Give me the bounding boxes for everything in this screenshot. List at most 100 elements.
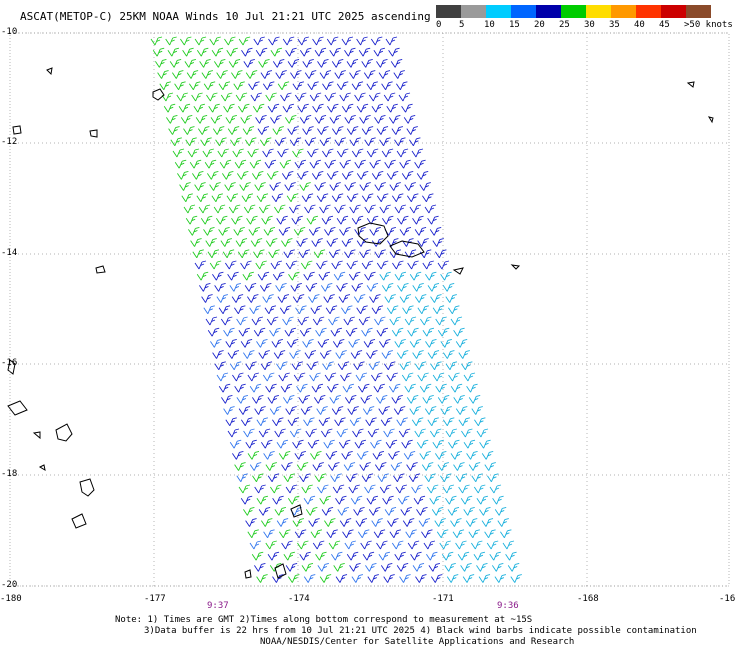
wind-barb	[505, 551, 517, 561]
wind-barb	[272, 58, 285, 68]
wind-barb	[205, 238, 217, 247]
wind-barb	[251, 316, 264, 326]
island-outline	[707, 116, 714, 124]
wind-barb	[330, 473, 342, 483]
wind-barb	[461, 361, 473, 371]
wind-barb	[270, 47, 283, 57]
wind-barb	[231, 215, 243, 225]
wind-barb	[401, 372, 414, 382]
wind-barb	[269, 406, 282, 415]
scale-swatch	[661, 5, 686, 18]
wind-barb	[240, 417, 253, 427]
wind-barb	[201, 294, 213, 303]
scale-label-20: 20	[534, 20, 545, 30]
wind-barb	[281, 238, 293, 247]
scale-label-40: 40	[634, 20, 645, 30]
wind-barb	[329, 394, 341, 404]
wind-barb	[224, 36, 236, 46]
wind-barb	[350, 495, 363, 505]
wind-barb	[378, 406, 390, 415]
wind-barb	[398, 428, 411, 438]
wind-barb	[399, 159, 411, 169]
wind-barb	[474, 417, 486, 427]
wind-barb	[374, 182, 386, 191]
wind-barb	[196, 271, 209, 281]
wind-barb	[442, 484, 455, 494]
wind-barb	[361, 58, 373, 68]
wind-barb	[185, 215, 198, 225]
wind-barb	[378, 70, 391, 79]
wind-barb	[481, 450, 494, 460]
wind-barb	[343, 462, 356, 471]
scale-swatch	[611, 5, 636, 18]
wind-barb	[398, 92, 411, 102]
note-line-1: Note: 1) Times are GMT 2)Times along bot…	[115, 615, 533, 625]
wind-barb	[317, 126, 329, 135]
wind-barb	[293, 226, 306, 236]
wind-barb	[448, 372, 460, 382]
wind-barb	[395, 484, 407, 494]
wind-barb	[427, 350, 440, 359]
wind-barb	[351, 574, 364, 583]
wind-barb	[255, 47, 268, 57]
wind-barb	[269, 327, 281, 337]
wind-barb	[430, 361, 442, 371]
wind-barb	[341, 103, 354, 113]
wind-barb	[371, 372, 383, 382]
wind-barb	[254, 484, 266, 494]
wind-barb	[238, 484, 251, 494]
wind-barb	[399, 361, 411, 371]
wind-barb	[397, 215, 409, 225]
wind-barb	[362, 406, 375, 415]
wind-barb	[243, 428, 255, 438]
wind-barb	[267, 103, 280, 113]
wind-barb	[334, 70, 346, 79]
wind-barb	[427, 282, 440, 292]
wind-barb	[272, 126, 284, 135]
wind-barb	[225, 338, 237, 348]
island-outline	[389, 240, 425, 258]
wind-barb	[377, 473, 389, 483]
wind-barb	[402, 305, 414, 315]
island-outline	[290, 504, 303, 518]
wind-barb	[405, 529, 417, 539]
wind-barb	[222, 249, 235, 259]
wind-barb	[440, 271, 452, 281]
island-outline	[38, 464, 46, 472]
wind-barb	[267, 473, 280, 483]
wind-barb	[369, 92, 381, 102]
wind-barb	[289, 428, 302, 438]
wind-barb	[287, 495, 300, 505]
wind-barb	[187, 148, 200, 158]
wind-barb	[408, 473, 421, 483]
wind-barb	[344, 114, 356, 124]
wind-barb	[263, 226, 276, 236]
wind-barb	[379, 137, 391, 147]
wind-barb	[327, 383, 339, 393]
wind-barb	[435, 249, 447, 259]
wind-barb	[381, 215, 394, 225]
wind-barb	[292, 518, 304, 527]
wind-barb	[411, 417, 424, 427]
lat-label-14: -14	[1, 248, 18, 258]
wind-barb	[200, 137, 212, 147]
wind-barb	[416, 506, 428, 516]
wind-barb	[397, 495, 410, 505]
wind-barb	[213, 58, 226, 68]
wind-barb	[413, 495, 426, 505]
wind-barb	[412, 562, 425, 572]
wind-barb	[445, 361, 458, 371]
wind-barb	[312, 103, 324, 113]
wind-barb	[213, 204, 226, 214]
wind-barb	[329, 47, 341, 57]
wind-barb	[329, 182, 341, 191]
wind-barb	[328, 462, 340, 471]
wind-barb	[489, 551, 501, 561]
wind-barb	[267, 394, 279, 404]
wind-barb	[214, 361, 226, 371]
wind-barb	[363, 338, 376, 348]
wind-barb	[325, 305, 338, 315]
wind-barb	[364, 271, 376, 281]
island-outline	[32, 431, 41, 440]
wind-barb	[242, 126, 255, 135]
